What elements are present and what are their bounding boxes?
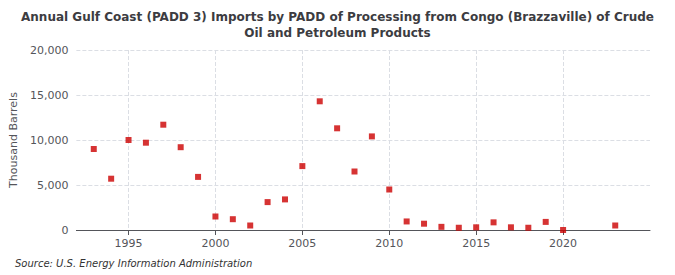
svg-text:2005: 2005 xyxy=(288,237,316,250)
svg-text:20,000: 20,000 xyxy=(30,44,69,57)
svg-text:Thousand Barrels: Thousand Barrels xyxy=(7,92,20,189)
svg-text:Source: U.S. Energy Informatio: Source: U.S. Energy Information Administ… xyxy=(15,258,252,269)
svg-text:15,000: 15,000 xyxy=(30,89,69,102)
svg-text:5,000: 5,000 xyxy=(37,179,69,192)
svg-text:Annual Gulf Coast (PADD 3) Imp: Annual Gulf Coast (PADD 3) Imports by PA… xyxy=(21,10,654,24)
svg-text:2015: 2015 xyxy=(462,237,490,250)
svg-text:Oil and Petroleum Products: Oil and Petroleum Products xyxy=(244,26,430,40)
svg-text:2000: 2000 xyxy=(201,237,229,250)
svg-text:2020: 2020 xyxy=(549,237,577,250)
svg-text:10,000: 10,000 xyxy=(30,134,69,147)
svg-text:0: 0 xyxy=(61,224,68,237)
svg-text:2010: 2010 xyxy=(375,237,403,250)
svg-text:1995: 1995 xyxy=(115,237,143,250)
